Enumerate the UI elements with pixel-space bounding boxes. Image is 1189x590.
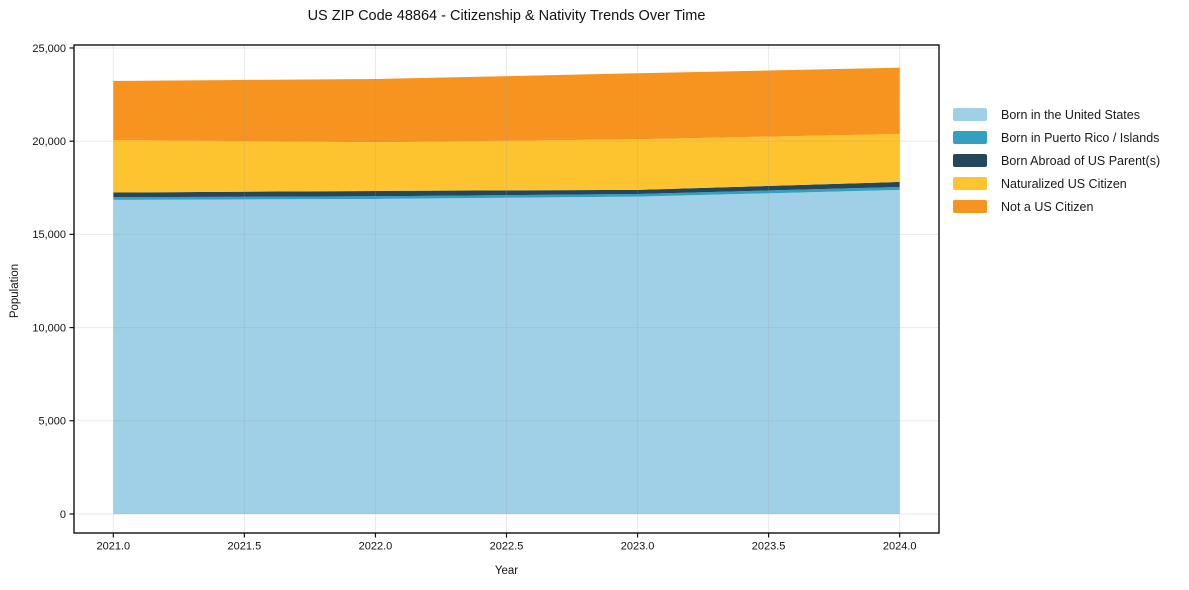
legend-label: Naturalized US Citizen [1001,176,1127,191]
x-tick-label: 2021.0 [96,541,130,553]
legend-label: Born Abroad of US Parent(s) [1001,153,1161,168]
legend-item-born-in-puerto-rico-islands: Born in Puerto Rico / Islands [953,126,1160,149]
legend-item-born-in-the-united-states: Born in the United States [953,103,1160,126]
legend-item-naturalized-us-citizen: Naturalized US Citizen [953,172,1160,195]
y-tick-label: 5,000 [38,416,66,428]
legend: Born in the United States Born in Puerto … [953,103,1160,218]
y-tick-label: 25,000 [32,43,66,55]
area-born-abroad-of-us-parent-s [113,181,900,198]
legend-swatch-icon [953,131,987,144]
area-not-a-us-citizen [113,67,900,143]
y-tick-label: 15,000 [32,229,66,241]
legend-swatch-icon [953,108,987,121]
legend-label: Not a US Citizen [1001,199,1094,214]
y-tick-label: 20,000 [32,136,66,148]
area-born-in-puerto-rico-islands [113,186,900,200]
legend-label: Born in the United States [1001,107,1140,122]
legend-item-not-a-us-citizen: Not a US Citizen [953,195,1160,218]
x-tick-label: 2023.0 [621,541,655,553]
x-tick-label: 2023.5 [752,541,786,553]
legend-item-born-abroad-of-us-parent-s: Born Abroad of US Parent(s) [953,149,1160,172]
y-tick-label: 0 [60,509,66,521]
y-tick-label: 10,000 [32,322,66,334]
legend-swatch-icon [953,200,987,213]
y-axis-label: Population [9,263,21,319]
legend-swatch-icon [953,154,987,167]
x-tick-label: 2024.0 [883,541,917,553]
chart-title: US ZIP Code 48864 - Citizenship & Nativi… [307,8,706,24]
x-axis-label: Year [494,565,519,577]
x-tick-label: 2022.0 [359,541,393,553]
area-born-in-the-united-states [113,189,900,514]
x-tick-label: 2021.5 [228,541,262,553]
x-tick-label: 2022.5 [490,541,524,553]
area-naturalized-us-citizen [113,133,900,193]
legend-label: Born in Puerto Rico / Islands [1001,130,1160,145]
legend-swatch-icon [953,177,987,190]
